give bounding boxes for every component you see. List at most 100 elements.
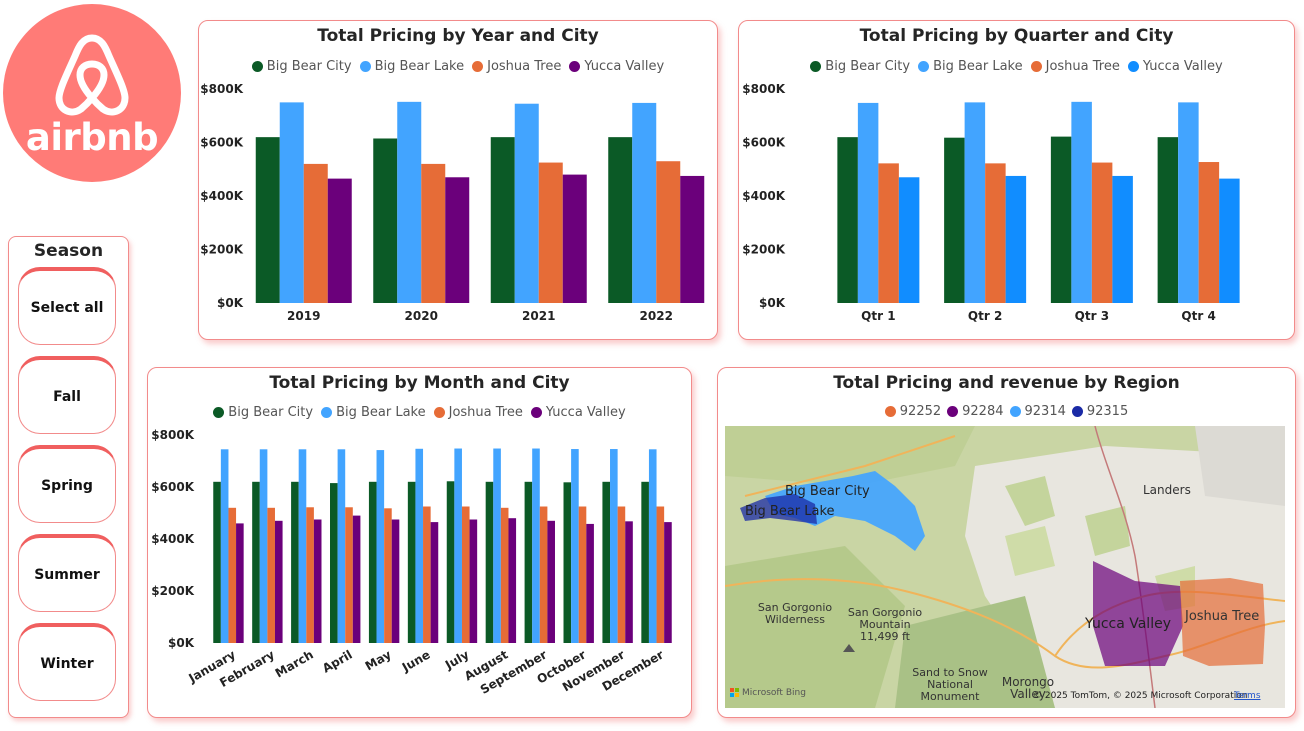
legend-item[interactable]: Big Bear Lake xyxy=(359,59,464,74)
bar[interactable] xyxy=(648,449,657,643)
bar[interactable] xyxy=(857,102,879,303)
bar[interactable] xyxy=(1005,175,1027,303)
bar[interactable] xyxy=(944,137,965,303)
legend-item[interactable]: 92284 xyxy=(947,404,1004,419)
bar[interactable] xyxy=(508,518,517,643)
bar[interactable] xyxy=(384,508,392,643)
bar[interactable] xyxy=(298,449,307,643)
bar[interactable] xyxy=(641,481,649,643)
bar[interactable] xyxy=(291,481,299,643)
bar[interactable] xyxy=(490,137,515,303)
bar[interactable] xyxy=(306,507,314,643)
legend-item[interactable]: Yucca Valley xyxy=(530,405,626,420)
bar[interactable] xyxy=(213,481,221,643)
bar[interactable] xyxy=(1091,162,1113,303)
bar[interactable] xyxy=(415,448,424,643)
bar[interactable] xyxy=(538,162,563,303)
bar[interactable] xyxy=(423,506,431,644)
season-spring-button[interactable]: Spring xyxy=(18,445,116,523)
season-select-all-button[interactable]: Select all xyxy=(18,267,116,345)
bar[interactable] xyxy=(236,523,244,643)
map-terms-link[interactable]: Terms xyxy=(1234,691,1261,701)
bar[interactable] xyxy=(407,481,416,643)
bar[interactable] xyxy=(571,449,579,643)
bar[interactable] xyxy=(680,175,705,303)
bar[interactable] xyxy=(259,449,268,643)
legend-item[interactable]: Joshua Tree xyxy=(433,405,523,420)
bar[interactable] xyxy=(539,506,548,644)
legend-item[interactable]: Big Bear Lake xyxy=(321,405,426,420)
bar[interactable] xyxy=(397,101,422,303)
bar[interactable] xyxy=(1219,178,1240,303)
bar[interactable] xyxy=(563,482,572,643)
legend-item[interactable]: 92314 xyxy=(1009,404,1066,419)
bar[interactable] xyxy=(446,481,455,643)
season-fall-button[interactable]: Fall xyxy=(18,356,116,434)
bar[interactable] xyxy=(391,519,400,644)
bar[interactable] xyxy=(279,102,304,303)
bar[interactable] xyxy=(632,102,657,303)
legend-item[interactable]: Yucca Valley xyxy=(1127,59,1223,74)
bar[interactable] xyxy=(524,481,533,643)
bar[interactable] xyxy=(656,506,665,644)
bar[interactable] xyxy=(617,506,626,644)
bar[interactable] xyxy=(421,163,446,303)
bar[interactable] xyxy=(373,138,398,303)
bar[interactable] xyxy=(985,163,1006,303)
bar[interactable] xyxy=(500,507,509,643)
bar[interactable] xyxy=(656,161,681,303)
bar[interactable] xyxy=(303,163,328,303)
region-map[interactable]: Big Bear City Big Bear Lake Landers Yucc… xyxy=(725,426,1285,708)
bar[interactable] xyxy=(602,481,611,643)
bar[interactable] xyxy=(345,507,353,643)
legend-item[interactable]: 92252 xyxy=(884,404,941,419)
bar[interactable] xyxy=(578,506,587,644)
bar[interactable] xyxy=(1050,136,1072,303)
bar[interactable] xyxy=(610,449,618,643)
bar[interactable] xyxy=(376,450,385,643)
bar[interactable] xyxy=(454,448,462,643)
bar[interactable] xyxy=(352,515,361,643)
bar[interactable] xyxy=(469,519,478,644)
bar[interactable] xyxy=(461,506,470,644)
bar[interactable] xyxy=(1071,101,1092,303)
bar[interactable] xyxy=(562,174,587,303)
bar[interactable] xyxy=(368,481,377,643)
legend-item[interactable]: Big Bear City xyxy=(213,405,313,420)
bar[interactable] xyxy=(547,520,555,643)
bar[interactable] xyxy=(964,102,986,303)
legend-item[interactable]: Joshua Tree xyxy=(472,59,561,74)
legend-item[interactable]: Big Bear City xyxy=(251,59,352,74)
bar[interactable] xyxy=(493,448,501,643)
bar[interactable] xyxy=(327,178,352,303)
bar[interactable] xyxy=(1198,162,1220,303)
bar[interactable] xyxy=(337,449,346,643)
legend-item[interactable]: Joshua Tree xyxy=(1030,59,1120,74)
bar[interactable] xyxy=(445,177,470,303)
season-winter-button[interactable]: Winter xyxy=(18,623,116,701)
bar[interactable] xyxy=(228,507,237,643)
legend-item[interactable]: 92315 xyxy=(1071,404,1128,419)
bar[interactable] xyxy=(664,522,672,643)
bar[interactable] xyxy=(485,481,494,643)
bar[interactable] xyxy=(220,449,229,643)
bar[interactable] xyxy=(313,519,322,644)
legend-item[interactable]: Big Bear Lake xyxy=(918,59,1023,74)
bar[interactable] xyxy=(514,103,539,304)
legend-item[interactable]: Yucca Valley xyxy=(569,59,664,74)
bar[interactable] xyxy=(878,163,899,303)
bar[interactable] xyxy=(898,177,920,303)
bar[interactable] xyxy=(267,507,275,643)
bar[interactable] xyxy=(330,483,338,643)
bar[interactable] xyxy=(625,521,633,643)
bar[interactable] xyxy=(1112,175,1133,303)
bar[interactable] xyxy=(255,137,280,303)
bar[interactable] xyxy=(586,523,594,643)
legend-item[interactable]: Big Bear City xyxy=(810,59,910,74)
bar[interactable] xyxy=(532,448,540,643)
bar[interactable] xyxy=(252,481,260,643)
season-summer-button[interactable]: Summer xyxy=(18,534,116,612)
bar[interactable] xyxy=(608,137,633,303)
bar[interactable] xyxy=(430,522,439,643)
bar[interactable] xyxy=(1157,137,1179,303)
